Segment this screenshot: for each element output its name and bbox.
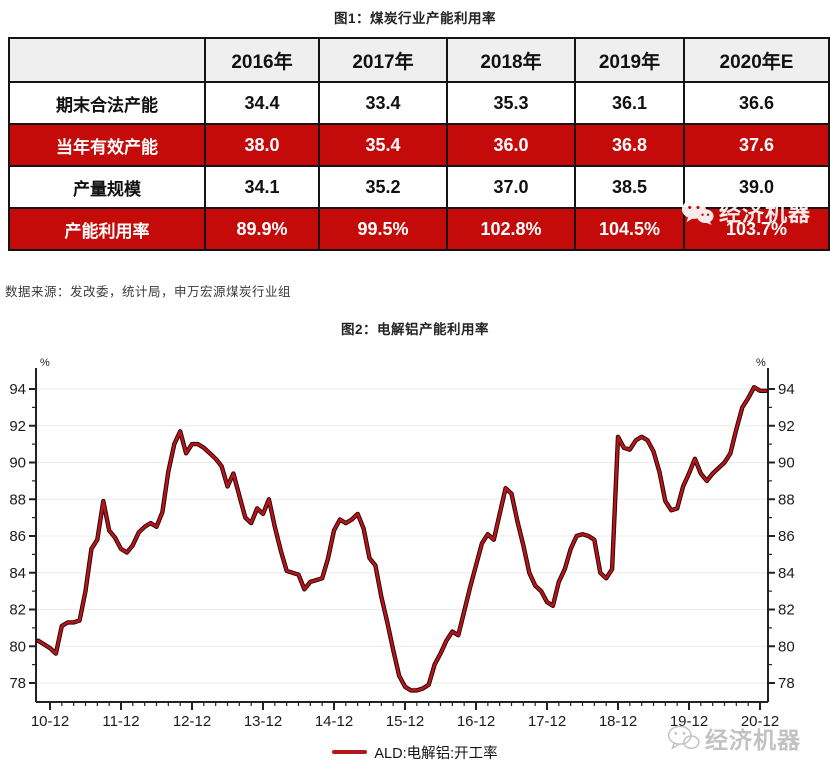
table-value-cell: 35.3 [446,81,576,125]
row-label-cell: 产量规模 [8,165,206,209]
table-header-cell: 2017年 [318,37,448,83]
figure2-title: 图2：电解铝产能利用率 [340,322,489,337]
y-axis-tick-label: 90 [9,455,26,472]
x-axis-tick-label: 18-12 [599,713,637,730]
table-value-cell: 38.5 [574,165,685,209]
table-value-cell: 103.7% [683,207,830,251]
chart-legend: ALD:电解铝:开工率 [0,741,830,763]
table-value-cell: 36.8 [574,123,685,167]
y-axis-tick-label: 88 [778,491,795,508]
table-value-cell: 35.2 [318,165,448,209]
y-axis-tick-label: 80 [778,638,795,655]
legend-label: ALD:电解铝:开工率 [374,745,498,762]
table-value-cell: 34.4 [204,81,320,125]
source-note: 数据来源：发改委，统计局，申万宏源煤炭行业组 [5,285,292,299]
series-line [36,385,768,692]
table-value-cell: 39.0 [683,165,830,209]
series-line-outline [36,385,769,693]
y-axis-tick-label: 78 [9,675,26,692]
table-value-cell: 99.5% [318,207,448,251]
y-axis-tick-label: 94 [9,381,26,398]
y-axis-tick-label: 90 [778,455,795,472]
table-value-cell: 89.9% [204,207,320,251]
table-row: 产能利用率 89.9% 99.5% 102.8% 104.5% 103.7% [8,207,830,251]
table-value-cell: 36.0 [446,123,576,167]
x-axis-tick-label: 13-12 [244,713,282,730]
row-label-cell: 产能利用率 [8,207,206,251]
aluminum-utilization-chart: 78 78 80 80 82 82 84 84 86 86 88 88 90 90 92 92 94 94% % 10… [9,357,795,730]
table-value-cell: 33.4 [318,81,448,125]
y-axis-tick-label: 84 [778,565,795,582]
y-axis-tick-label: 92 [778,418,795,435]
y-axis-tick-label: 82 [778,602,795,619]
x-axis-tick-label: 14-12 [315,713,353,730]
table-header-cell: 2016年 [204,37,320,83]
table-value-cell: 36.1 [574,81,685,125]
table-value-cell: 34.1 [204,165,320,209]
table-value-cell: 35.4 [318,123,448,167]
y-axis-tick-label: 86 [9,528,26,545]
table-header-cell: 2018年 [446,37,576,83]
y-axis-tick-label: 78 [778,675,795,692]
table-value-cell: 104.5% [574,207,685,251]
y-axis-tick-label: 86 [778,528,795,545]
table-value-cell: 37.6 [683,123,830,167]
table-header-row: 2016年 2017年 2018年 2019年 2020年E [8,37,830,83]
table-row: 产量规模 34.1 35.2 37.0 38.5 39.0 [8,165,830,209]
legend-line-swatch [332,750,368,754]
table-value-cell: 38.0 [204,123,320,167]
x-axis-tick-label: 16-12 [457,713,495,730]
table-value-cell: 37.0 [446,165,576,209]
table-header-cell: 2020年E [683,37,830,83]
figure1-title: 图1：煤炭行业产能利用率 [333,11,496,26]
x-axis-tick-label: 15-12 [386,713,424,730]
table-row: 当年有效产能 38.0 35.4 36.0 36.8 37.6 [8,123,830,167]
y-axis-tick-label: 92 [9,418,26,435]
table-value-cell: 102.8% [446,207,576,251]
y-axis-tick-label: 80 [9,638,26,655]
x-axis-tick-label: 10-12 [31,713,69,730]
table-row: 期末合法产能 34.4 33.4 35.3 36.1 36.6 [8,81,830,125]
x-axis-tick-label: 12-12 [173,713,211,730]
row-label-cell: 期末合法产能 [8,81,206,125]
x-axis-tick-label: 20-12 [741,713,779,730]
table-header-cell: 2019年 [574,37,685,83]
table-corner-cell [8,37,206,83]
y-axis-unit-right: % [756,357,766,369]
y-axis-tick-label: 88 [9,491,26,508]
x-axis-tick-label: 19-12 [670,713,708,730]
y-axis-tick-label: 82 [9,602,26,619]
y-axis-tick-label: 94 [778,381,795,398]
row-label-cell: 当年有效产能 [8,123,206,167]
table-value-cell: 36.6 [683,81,830,125]
coal-capacity-table: 2016年 2017年 2018年 2019年 2020年E 期末合法产能 34.4 33.… [8,37,830,251]
y-axis-tick-label: 84 [9,565,26,582]
x-axis-tick-label: 17-12 [528,713,566,730]
x-axis-tick-label: 11-12 [102,713,139,730]
y-axis-unit-left: % [40,357,50,369]
